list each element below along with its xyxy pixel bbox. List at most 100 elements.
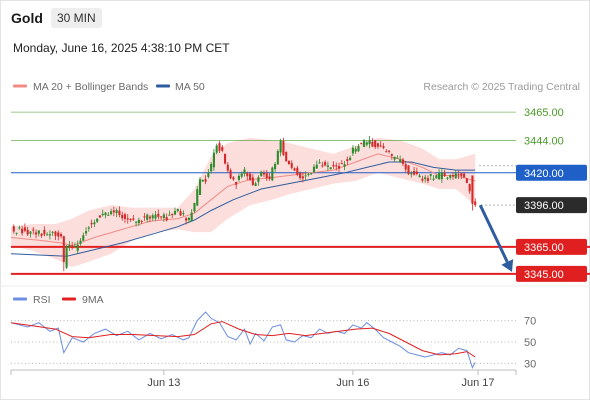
candle-body	[76, 244, 79, 251]
legend-ma50-label: MA 50	[175, 81, 205, 93]
bollinger-band	[11, 137, 476, 268]
candle-body	[415, 171, 418, 175]
candle-body	[59, 234, 63, 237]
candle-body	[48, 234, 51, 236]
candle-body	[46, 234, 49, 236]
x-tick-label: Jun 17	[461, 377, 494, 389]
level-label: 3465.00	[524, 107, 564, 119]
candle-body	[104, 212, 107, 216]
candle-body	[93, 222, 96, 225]
candle-body	[101, 213, 104, 216]
candle-body	[249, 173, 252, 181]
candle-body	[443, 172, 446, 177]
candle-body	[235, 181, 238, 185]
candle-body	[251, 177, 254, 185]
candle-body	[293, 168, 296, 171]
candle-body	[299, 173, 302, 178]
candle-body	[243, 169, 246, 174]
candle-body	[349, 157, 352, 160]
candle-body	[257, 177, 260, 182]
level-label-box	[516, 265, 587, 282]
timeframe-badge[interactable]: 30 MIN	[51, 8, 102, 28]
x-tick-label: Jun 13	[147, 377, 180, 389]
candle-body	[276, 151, 279, 165]
candle-body	[321, 165, 324, 167]
candle-body	[410, 173, 413, 175]
candle-body	[312, 166, 316, 173]
legend-9ma-swatch	[62, 297, 76, 301]
candle-body	[51, 231, 54, 233]
candle-body	[440, 172, 443, 180]
candle-body	[271, 167, 274, 181]
candle-body	[221, 146, 224, 151]
candle-body	[296, 167, 299, 175]
candle-body	[179, 211, 182, 216]
candle-body	[204, 179, 207, 182]
candle-body	[432, 178, 435, 180]
candle-body	[438, 172, 441, 180]
level-label: 3365.00	[524, 242, 564, 254]
candle-body	[151, 215, 154, 219]
level-label: 3444.00	[524, 135, 564, 147]
legend-rsi-swatch	[13, 297, 27, 301]
candle-body	[449, 175, 452, 178]
candle-body	[210, 163, 213, 172]
rsi-legend: RSI 9MA	[13, 294, 104, 306]
candle-body	[282, 140, 285, 155]
candle-body	[318, 162, 321, 164]
candlesticks	[12, 135, 477, 272]
candle-body	[148, 216, 152, 219]
candle-body	[171, 213, 174, 216]
candle-body	[143, 216, 146, 218]
candle-body	[137, 219, 140, 224]
candle-body	[413, 170, 416, 175]
symbol-title: Gold	[11, 10, 43, 26]
candle-body	[279, 140, 282, 153]
candle-body	[304, 175, 307, 177]
candle-body	[424, 177, 427, 180]
candle-body	[135, 221, 138, 223]
candle-body	[193, 202, 196, 212]
candle-body	[73, 246, 76, 248]
rsi-grid: 70 50 30	[11, 316, 536, 370]
candle-body	[82, 235, 85, 241]
candle-body	[98, 215, 102, 218]
candle-body	[246, 173, 249, 177]
candle-body	[226, 164, 229, 171]
candle-body	[387, 150, 391, 152]
rsi-tick-label: 50	[524, 337, 536, 349]
candle-body	[429, 174, 432, 176]
candle-body	[401, 159, 405, 164]
candle-body	[465, 178, 468, 183]
price-legend: MA 20 + Bollinger Bands MA 50	[13, 81, 205, 93]
candle-body	[40, 233, 43, 236]
level-label-box	[516, 164, 587, 181]
candle-body	[393, 156, 396, 160]
bollinger-band-area	[11, 137, 476, 268]
rsi-tick-label: 70	[524, 316, 536, 328]
level-label: 3420.00	[524, 168, 564, 180]
candle-body	[310, 173, 313, 175]
candle-body	[390, 154, 393, 156]
legend-rsi-label: RSI	[33, 294, 51, 306]
candle-body	[385, 151, 388, 153]
candle-body	[71, 245, 74, 248]
x-tick-label: Jun 16	[336, 377, 369, 389]
rsi-9ma-line	[10, 321, 476, 358]
price-axis-labels: 3465.00 3444.00 3420.00 3396.00 3365.00 3345.…	[516, 107, 587, 282]
candle-body	[354, 148, 357, 152]
candle-body	[160, 216, 163, 218]
candle-body	[129, 218, 132, 221]
candle-body	[121, 214, 124, 219]
candle-body	[268, 176, 271, 179]
candle-body	[454, 173, 457, 179]
ma50-line	[10, 161, 476, 257]
candle-body	[237, 175, 240, 180]
candle-body	[457, 174, 460, 176]
candle-body	[185, 218, 188, 221]
candle-body	[407, 165, 410, 175]
candle-body	[212, 152, 215, 168]
candle-body	[157, 213, 160, 217]
level-label: 3396.00	[524, 200, 564, 212]
candle-body	[260, 171, 263, 176]
